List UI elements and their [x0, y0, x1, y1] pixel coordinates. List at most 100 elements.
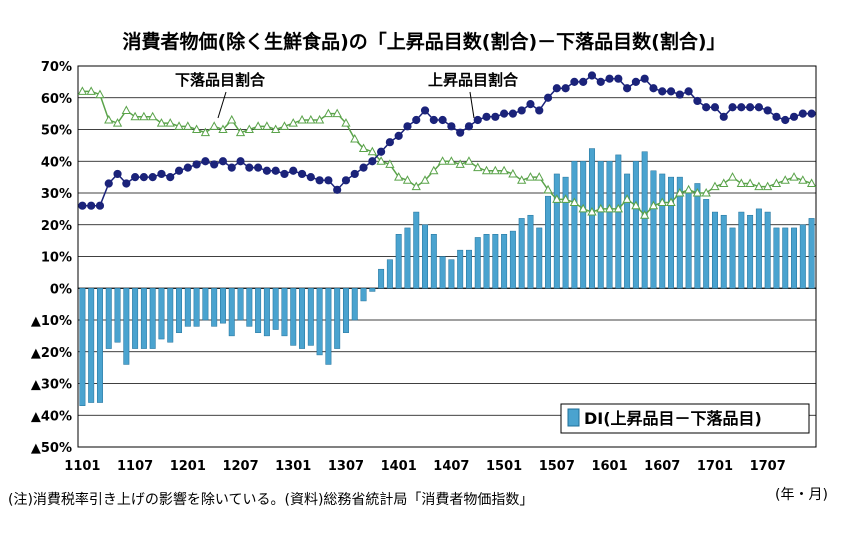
falling-ratio-point [148, 111, 158, 121]
di-bar [474, 237, 481, 289]
di-bar [668, 176, 675, 289]
di-bar [123, 288, 130, 365]
y-tick-label: ▲40% [31, 409, 72, 424]
rising-ratio-point [271, 166, 280, 175]
y-tick-label: 30% [41, 187, 72, 202]
rising-ratio-point [350, 169, 359, 179]
di-bar [703, 199, 710, 289]
falling-ratio-point [332, 108, 342, 118]
falling-ratio-point [631, 200, 641, 210]
di-bar [782, 227, 789, 289]
y-tick-label: ▲20% [31, 346, 72, 361]
x-tick-label: 1301 [275, 459, 311, 474]
di-bar [386, 259, 393, 289]
di-bar [597, 161, 604, 289]
rising-ratio-point [587, 71, 597, 80]
rising-ratio-point [561, 84, 570, 93]
di-bar [246, 288, 253, 327]
falling-ratio-point [183, 121, 193, 130]
rising-ratio-point [87, 201, 96, 210]
falling-ratio-point [666, 197, 676, 207]
legend-swatch [567, 408, 580, 427]
di-bar [799, 224, 806, 289]
falling-ratio-point [446, 156, 457, 165]
falling-ratio-point [798, 175, 808, 184]
rising-ratio-point [95, 201, 105, 210]
falling-ratio-point [499, 165, 509, 175]
falling-ratio-point [235, 127, 246, 137]
falling-ratio-point [209, 121, 219, 130]
rising-ratio-point [473, 115, 482, 125]
di-bar [351, 288, 358, 321]
rising-ratio-point [631, 77, 640, 86]
rising-ratio-point [368, 157, 377, 166]
di-bar [158, 288, 165, 340]
falling-ratio-point [341, 118, 351, 127]
falling-ratio-point [560, 194, 571, 203]
legend: DI(上昇品目－下落品目) [560, 403, 810, 434]
di-bar [448, 259, 455, 289]
di-bar [738, 211, 745, 289]
rising-ratio-point [236, 157, 245, 166]
rising-ratio-point [210, 160, 219, 169]
di-bar [641, 151, 648, 289]
di-bar [184, 288, 191, 327]
falling-ratio-point [648, 200, 659, 210]
rising-ratio-point [552, 84, 561, 93]
falling-ratio-point [367, 146, 377, 156]
di-bar [764, 211, 771, 289]
y-tick-label: ▲50% [31, 441, 72, 456]
di-bar [325, 288, 332, 365]
y-tick-label: ▲10% [31, 314, 72, 329]
falling-ratio-point [350, 133, 360, 143]
falling-ratio-point [587, 207, 597, 216]
di-bar [791, 227, 798, 289]
y-tick-label: 0% [50, 282, 72, 297]
di-bar [149, 288, 156, 349]
falling-ratio-point [314, 114, 325, 124]
rising-ratio-point [157, 169, 166, 179]
x-tick-label: 1207 [222, 459, 258, 474]
falling-ratio-point [736, 178, 746, 187]
rising-ratio-point [245, 163, 254, 172]
falling-ratio-point [200, 127, 211, 137]
di-bar [211, 288, 218, 327]
di-bar [571, 161, 578, 289]
di-bar [624, 173, 631, 289]
falling-ratio-point [534, 172, 544, 181]
rising-ratio-point [201, 157, 210, 166]
di-bar [132, 288, 139, 349]
falling-ratio-point [288, 118, 298, 127]
falling-ratio-point [429, 165, 439, 175]
x-tick-label: 1707 [750, 459, 786, 474]
falling-ratio-point [455, 159, 465, 168]
falling-ratio-point [165, 118, 175, 127]
rising-ratio-point [464, 122, 474, 131]
rising-ratio-point [526, 100, 535, 109]
di-bar [650, 170, 657, 289]
chart-title: 消費者物価(除く生鮮食品)の「上昇品目数(割合)－下落品目数(割合)」 [122, 30, 725, 53]
di-bar [755, 208, 762, 289]
rising-ratio-point [113, 169, 122, 179]
di-bar [193, 288, 200, 327]
rising-ratio-point [359, 163, 368, 172]
falling-ratio-point [411, 181, 421, 191]
falling-ratio-point [244, 124, 254, 133]
falling-ratio-point [727, 172, 738, 181]
falling-ratio-point [473, 162, 483, 172]
rising-ratio-point [447, 122, 456, 131]
di-bar [360, 288, 367, 302]
legend-label: DI(上昇品目－下落品目) [584, 409, 762, 428]
rising-ratio-point [640, 74, 649, 83]
rising-ratio-point [104, 179, 113, 188]
falling-ratio-point [552, 194, 562, 203]
falling-ratio-point [385, 159, 395, 168]
di-bar [316, 288, 323, 356]
di-bar [747, 214, 754, 289]
footnote: (注)消費税率引き上げの影響を除いている。(資料)総務省統計局「消費者物価指数」 [8, 491, 533, 508]
di-bar [140, 288, 147, 349]
falling-ratio-point [297, 114, 307, 124]
rising-ratio-point [693, 96, 702, 106]
di-bar [88, 288, 95, 403]
